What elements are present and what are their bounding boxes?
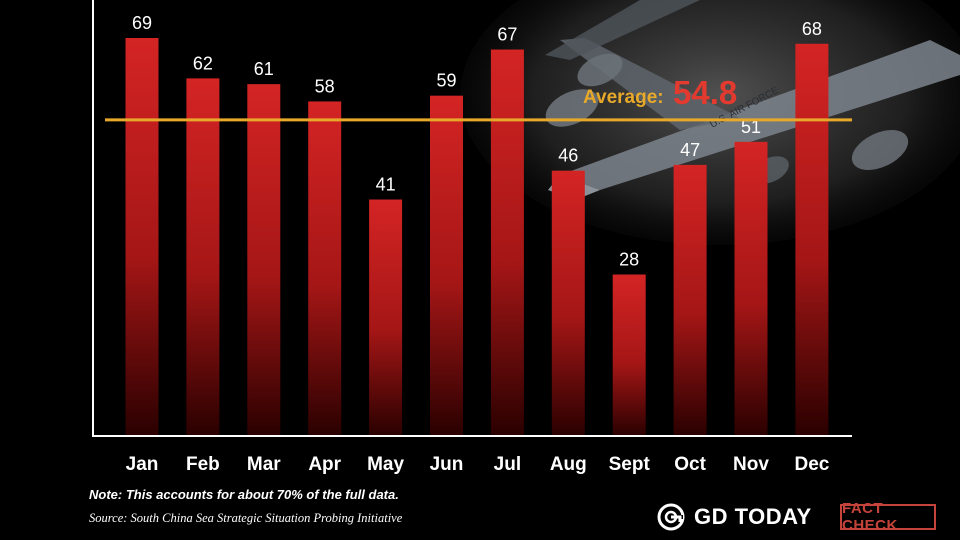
bar-jun (430, 95, 463, 437)
category-label-jul: Jul (494, 454, 521, 475)
category-label-apr: Apr (308, 454, 341, 475)
bar-jan (125, 38, 159, 436)
bar-apr (308, 101, 342, 436)
bars-group (125, 38, 829, 437)
value-label-apr: 58 (315, 76, 335, 96)
category-label-may: May (367, 454, 404, 475)
value-label-may: 41 (376, 175, 396, 195)
category-label-jan: Jan (126, 454, 159, 475)
category-label-aug: Aug (550, 454, 587, 475)
value-label-sept: 28 (619, 249, 639, 269)
value-label-jul: 67 (497, 25, 517, 45)
bar-sept (612, 274, 646, 436)
value-label-jun: 59 (436, 71, 456, 91)
category-label-sept: Sept (609, 454, 651, 475)
brand-logo-lockup: GD TODAY (656, 500, 812, 534)
bar-jul (490, 49, 524, 437)
bar-nov (734, 141, 768, 436)
bar-may (369, 199, 403, 436)
category-label-mar: Mar (247, 454, 281, 475)
category-label-feb: Feb (186, 454, 220, 475)
bar-mar (247, 84, 281, 436)
value-label-aug: 46 (558, 146, 578, 166)
average-label: Average: (583, 87, 664, 108)
bar-dec (795, 43, 829, 436)
data-source: Source: South China Sea Strategic Situat… (89, 511, 403, 525)
category-label-jun: Jun (430, 454, 464, 475)
category-label-nov: Nov (733, 454, 769, 475)
bar-aug (551, 170, 585, 436)
category-label-oct: Oct (674, 454, 706, 475)
value-label-oct: 47 (680, 140, 700, 160)
value-label-jan: 69 (132, 13, 152, 33)
average-value: 54.8 (673, 74, 737, 111)
data-note: Note: This accounts for about 70% of the… (89, 487, 399, 502)
value-label-dec: 68 (802, 19, 822, 39)
value-label-mar: 61 (254, 59, 274, 79)
value-label-nov: 51 (741, 117, 761, 137)
bar-feb (186, 78, 220, 437)
value-labels-group: 69 62 61 58 41 59 67 46 28 47 51 68 (132, 13, 822, 269)
brand-name: GD TODAY (694, 504, 812, 529)
fact-check-badge: FACT CHECK (840, 500, 936, 534)
aircraft-background-image: U.S. AIR FORCE (460, 0, 960, 245)
value-label-feb: 62 (193, 53, 213, 73)
category-label-dec: Dec (794, 454, 829, 475)
bar-oct (673, 164, 707, 436)
gd-today-logo-icon (657, 503, 685, 531)
category-labels-group: Jan Feb Mar Apr May Jun Jul Aug Sept Oct Nov Dec (126, 454, 830, 475)
